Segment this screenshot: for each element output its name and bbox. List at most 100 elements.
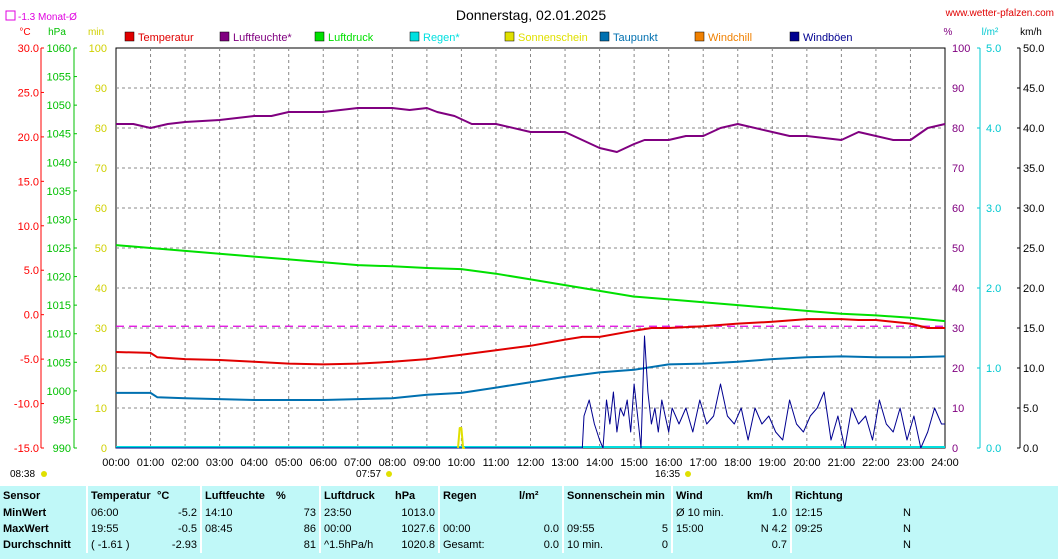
header-wind-unit: km/h (747, 489, 773, 502)
x-tick-label: 07:00 (344, 457, 372, 469)
y-tick-label-kmh: 30.0 (1023, 203, 1044, 215)
header-luftdruck-unit: hPa (395, 489, 416, 502)
weather-chart: 00:00 01:00 02:00 03:00 04:00 05:00 06:00 07:00… (5, 7, 1054, 480)
stats-cell-h-val: 81 (303, 539, 316, 551)
sun-icon (41, 471, 47, 477)
site-link[interactable]: www.wetter-pfalzen.com (945, 8, 1054, 19)
series-luftfeuchte (116, 107, 946, 153)
y-tick-label-pct: 20 (952, 363, 964, 375)
y-tick-label-hpa: 1030 (47, 214, 71, 226)
stats-cell-t-time: 06:00 (86, 505, 154, 521)
y-tick-label-rain: 5.0 (986, 43, 1001, 55)
stats-cell-h-time (200, 537, 273, 553)
unit-kmh: km/h (1020, 27, 1042, 38)
header-luftfeuchte-unit: % (276, 489, 286, 502)
stats-cell-s-time: 10 min. (562, 537, 647, 553)
stats-panel: Sensor Temperatur °C Luftfeuchte % Luftd… (0, 486, 1058, 559)
y-tick-label-hpa: 1025 (47, 243, 71, 255)
legend-label: Luftfeuchte* (233, 32, 292, 44)
y-tick-label-kmh: 10.0 (1023, 363, 1044, 375)
stats-cell-h-val: 73 (303, 507, 316, 519)
x-tick-label: 00:00 (102, 457, 130, 469)
header-richtung-unit (868, 486, 914, 505)
legend-label: Temperatur (138, 32, 194, 44)
header-luftdruck: Luftdruck (319, 486, 392, 505)
stats-cell-s-time (562, 505, 647, 521)
stats-cell-p-time: 00:00 (319, 521, 392, 537)
stats-cell-h-time: 08:45 (200, 521, 273, 537)
x-tick-label: 06:00 (309, 457, 337, 469)
y-tick-label-temp: 15.0 (18, 176, 39, 188)
y-tick-label-kmh: 25.0 (1023, 243, 1044, 255)
stats-cell-t-val: -5.2 (178, 507, 197, 519)
x-tick-label: 23:00 (897, 457, 925, 469)
chart-grid (115, 47, 946, 449)
stats-cell-s-val: 0 (661, 539, 668, 551)
legend-swatch (314, 31, 325, 42)
x-tick-label: 03:00 (206, 457, 234, 469)
header-temperatur-unit: °C (157, 489, 170, 502)
stats-table: Sensor Temperatur °C Luftfeuchte % Luftd… (0, 486, 914, 553)
header-temperatur: Temperatur (86, 486, 154, 505)
stats-cell-d-time: 09:25 (790, 521, 868, 537)
x-tick-label: 10:00 (448, 457, 476, 469)
header-sensor: Sensor (3, 489, 41, 502)
stats-cell-d-time: 12:15 (790, 505, 868, 521)
y-tick-label-rain: 2.0 (986, 283, 1001, 295)
y-tick-label-rain: 3.0 (986, 203, 1001, 215)
stats-row-minwert: MinWert 06:00 -5.2 14:10 73 23:50 1013.0 Ø 10 m… (0, 505, 914, 521)
y-tick-label-pct: 50 (952, 243, 964, 255)
legend-swatch (504, 31, 515, 42)
y-tick-label-min: 70 (95, 163, 107, 175)
y-tick-label-hpa: 1055 (47, 72, 71, 84)
stats-cell-r-val (516, 505, 563, 521)
y-tick-label-min: 20 (95, 363, 107, 375)
stats-cell-p-val: 1027.6 (401, 523, 435, 535)
y-tick-label-temp: -10.0 (14, 399, 39, 411)
y-tick-label-temp: 30.0 (18, 43, 39, 55)
legend-swatch (694, 31, 705, 42)
y-tick-label-kmh: 0.0 (1023, 443, 1038, 455)
y-tick-label-temp: 5.0 (24, 265, 39, 277)
unit-percent: % (944, 27, 953, 38)
legend-swatch (599, 31, 610, 42)
x-tick-label: 17:00 (689, 457, 717, 469)
stats-cell-h-val: 86 (303, 523, 316, 535)
x-tick-label: 11:00 (483, 457, 510, 469)
y-tick-label-rain: 4.0 (986, 123, 1001, 135)
stats-cell-p-time: 23:50 (319, 505, 392, 521)
y-tick-label-kmh: 20.0 (1023, 283, 1044, 295)
y-tick-label-min: 100 (89, 43, 107, 55)
x-tick-label: 01:00 (137, 457, 165, 469)
stats-cell-p-val: 1013.0 (401, 507, 435, 519)
chart-axes: 00:00 01:00 02:00 03:00 04:00 05:00 06:00 07:00… (14, 43, 1045, 469)
y-tick-label-hpa: 1015 (47, 300, 71, 312)
y-tick-label-pct: 40 (952, 283, 964, 295)
legend-swatch (409, 31, 420, 42)
x-tick-label: 08:00 (379, 457, 407, 469)
y-tick-label-pct: 60 (952, 203, 964, 215)
stats-header-row: Sensor Temperatur °C Luftfeuchte % Luftd… (0, 486, 914, 505)
unit-celsius: °C (19, 27, 30, 38)
stats-row-durchschnitt: Durchschnitt ( -1.61 ) -2.93 81 ^1.5hPa/h 102… (0, 537, 914, 553)
y-tick-label-kmh: 45.0 (1023, 83, 1044, 95)
legend-swatch (124, 31, 135, 42)
stats-cell-r-val: 0.0 (543, 523, 559, 535)
stats-row-maxwert: MaxWert 19:55 -0.5 08:45 86 00:00 1027.6 00:00 0… (0, 521, 914, 537)
x-tick-label: 24:00 (931, 457, 959, 469)
month-avg-icon (5, 10, 16, 21)
header-richtung: Richtung (790, 486, 868, 505)
legend-label: Windchill (708, 32, 752, 44)
y-tick-label-kmh: 5.0 (1023, 403, 1038, 415)
legend-label: Windböen (803, 32, 853, 44)
stats-cell-label: MaxWert (3, 523, 49, 535)
stats-cell-w-val: 0.7 (771, 539, 787, 551)
stats-cell-r-val: 0.0 (543, 539, 559, 551)
x-tick-label: 22:00 (862, 457, 890, 469)
series-windb-en (116, 335, 945, 449)
x-tick-label: 21:00 (828, 457, 856, 469)
y-tick-label-pct: 30 (952, 323, 964, 335)
x-tick-label: 09:00 (413, 457, 441, 469)
x-tick-label: 12:00 (517, 457, 545, 469)
legend-swatch (789, 31, 800, 42)
